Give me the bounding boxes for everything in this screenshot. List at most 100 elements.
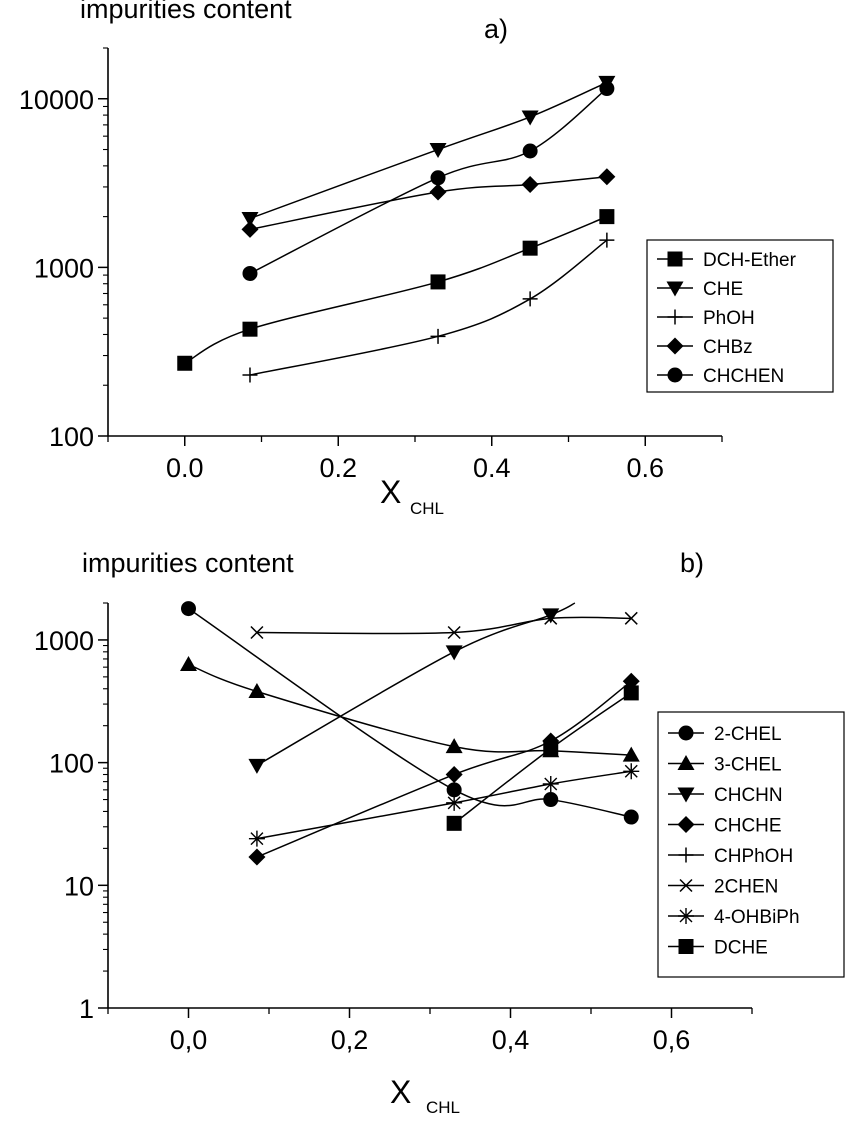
- series-CHE: [241, 75, 616, 227]
- legend-marker-square: [678, 939, 694, 954]
- legend-label: 4-OHBiPh: [714, 907, 800, 928]
- data-point-diamond: [598, 168, 616, 186]
- data-point-diamond: [429, 183, 447, 201]
- legend-marker-circle: [678, 725, 694, 741]
- data-point-triangle-down: [521, 110, 539, 126]
- y-tick-label: 10: [64, 871, 94, 901]
- legend-label: CHCHE: [714, 816, 782, 837]
- legend-entry: 4-OHBiPh: [668, 907, 800, 928]
- y-tick-label: 1: [79, 994, 94, 1024]
- legend-entry: CHCHN: [668, 785, 783, 806]
- series-line: [256, 770, 632, 840]
- legend-marker-plus: [678, 847, 694, 863]
- data-point-circle: [242, 265, 258, 281]
- data-point-triangle-down: [542, 608, 560, 624]
- x-tick-label: 0,0: [170, 1025, 208, 1055]
- data-point-triangle-down: [445, 645, 463, 661]
- data-point-square: [623, 685, 639, 701]
- series-DCH-Ether: [177, 209, 615, 371]
- data-point-x: [250, 625, 264, 640]
- data-point-triangle-up: [248, 682, 266, 698]
- series-line: [256, 616, 632, 635]
- x-tick-label: 0,2: [331, 1025, 369, 1055]
- x-tick-label: 0,6: [653, 1025, 691, 1055]
- data-point-circle: [522, 143, 538, 159]
- legend-entry: 2-CHEL: [668, 724, 782, 745]
- legend-entry: CHE: [657, 279, 743, 300]
- legend-label: CHPhOH: [714, 846, 793, 867]
- legend: 2-CHEL 3-CHEL CHCHN CHCHE CHPhOH 2CHEN 4-OHBiP…: [657, 711, 845, 978]
- data-point-plus: [522, 291, 538, 307]
- legend-label: CHBz: [703, 337, 753, 358]
- data-point-triangle-down: [248, 758, 266, 774]
- y-tick-label: 100: [49, 422, 94, 452]
- x-tick-label: 0.2: [319, 453, 357, 483]
- series-3-CHEL: [180, 656, 640, 762]
- legend-marker-diamond: [666, 337, 684, 355]
- legend-marker-diamond: [677, 816, 695, 833]
- chart-title: impurities content: [82, 548, 294, 578]
- series-line: [256, 602, 576, 767]
- data-point-circle: [430, 170, 446, 186]
- data-point-square: [430, 274, 446, 290]
- legend: DCH-Ether CHE PhOH CHBz CHCHEN: [646, 239, 834, 393]
- series-line: [256, 680, 632, 858]
- x-axis-label-subscript: CHL: [426, 1098, 460, 1117]
- legend-marker-x: [679, 878, 693, 893]
- panel-label: a): [484, 14, 508, 44]
- series-line: [249, 175, 607, 231]
- data-point-triangle-up: [622, 746, 640, 762]
- legend-entry: CHCHE: [668, 816, 782, 837]
- data-point-square: [543, 741, 559, 757]
- data-point-circle: [181, 601, 196, 617]
- data-point-asterisk: [446, 794, 463, 811]
- data-point-square: [522, 240, 538, 256]
- data-point-square: [242, 321, 258, 337]
- series-2CHEN: [250, 611, 638, 640]
- legend-marker-plus: [667, 309, 683, 325]
- legend-label: DCHE: [714, 938, 768, 959]
- data-point-asterisk: [248, 830, 265, 847]
- series-line: [188, 663, 632, 756]
- x-axis-label-subscript: CHL: [410, 499, 444, 518]
- legend-label: CHCHN: [714, 785, 783, 806]
- legend-marker-circle: [667, 367, 683, 383]
- data-point-square: [177, 355, 193, 371]
- series-2-CHEL: [181, 601, 639, 825]
- data-point-circle: [446, 782, 462, 798]
- x-axis-label: X: [380, 474, 401, 510]
- data-point-square: [446, 815, 462, 831]
- legend-label: CHCHEN: [703, 366, 784, 387]
- legend-entry: PhOH: [657, 308, 755, 329]
- legend-box: [657, 711, 845, 978]
- data-point-triangle-up: [180, 656, 197, 672]
- legend-label: PhOH: [703, 308, 755, 329]
- x-tick-label: 0,4: [492, 1025, 530, 1055]
- series-line: [249, 239, 608, 376]
- legend-label: 2-CHEL: [714, 724, 782, 745]
- x-tick-label: 0.0: [166, 453, 204, 483]
- data-point-triangle-down: [429, 143, 447, 159]
- series-line: [453, 692, 632, 824]
- legend-entry: 3-CHEL: [668, 755, 782, 776]
- series-DCHE: [446, 685, 639, 831]
- y-tick-label: 1000: [34, 253, 94, 283]
- series-CHBz: [241, 168, 616, 238]
- data-point-x: [624, 611, 638, 625]
- data-point-triangle-down: [241, 211, 259, 227]
- legend-entry: CHPhOH: [668, 846, 793, 867]
- legend-label: 2CHEN: [714, 877, 778, 898]
- series-PhOH: [242, 232, 615, 383]
- series-CHCHE: [248, 672, 640, 866]
- data-point-plus: [599, 232, 615, 248]
- data-point-plus: [242, 367, 258, 383]
- legend-label: DCH-Ether: [703, 250, 797, 271]
- series-4-OHBiPh: [248, 763, 640, 847]
- data-point-diamond: [241, 220, 259, 238]
- x-axis-label: X: [390, 1074, 411, 1110]
- legend-label: 3-CHEL: [714, 755, 782, 776]
- data-point-diamond: [445, 766, 463, 784]
- legend-marker-asterisk: [678, 908, 694, 924]
- legend-marker-square: [667, 251, 683, 267]
